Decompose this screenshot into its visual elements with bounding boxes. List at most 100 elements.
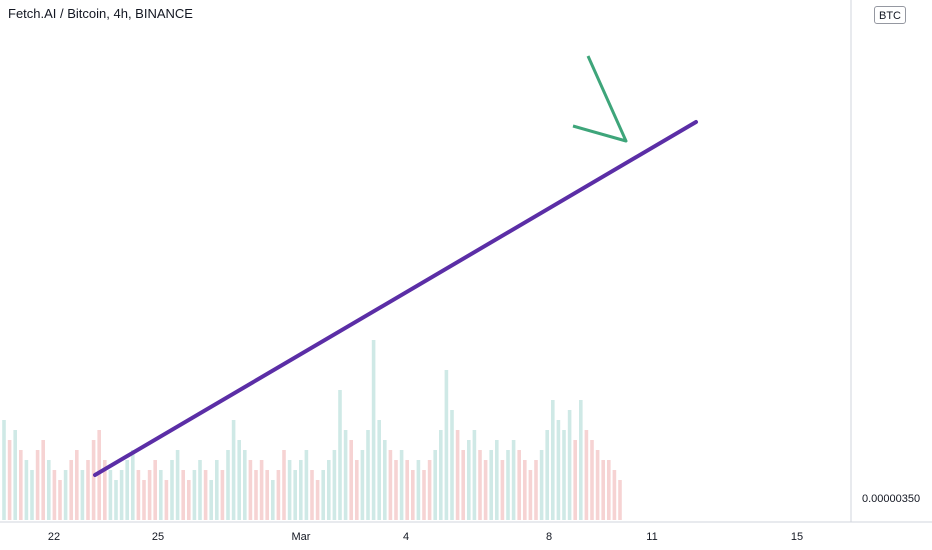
volume-bar bbox=[388, 450, 393, 520]
trendline bbox=[93, 120, 698, 477]
volume-bar bbox=[618, 480, 622, 520]
time-axis[interactable]: 22 25 Mar 4 8 11 15 bbox=[0, 521, 932, 543]
volume-bar bbox=[142, 480, 146, 520]
volume-bar bbox=[366, 430, 370, 520]
volume-bar bbox=[114, 480, 118, 520]
volume-bar bbox=[75, 450, 79, 520]
x-tick-label: 4 bbox=[403, 531, 409, 543]
volume-bar bbox=[450, 410, 454, 520]
volume-bar bbox=[131, 450, 135, 520]
volume-bar bbox=[97, 430, 101, 520]
volume-bar bbox=[545, 430, 549, 520]
volume-bar bbox=[299, 460, 303, 520]
volume-bar bbox=[192, 470, 197, 520]
volume-bar bbox=[276, 470, 281, 520]
volume-bar bbox=[119, 470, 124, 520]
y-tick-label: 0.00000350 bbox=[862, 493, 920, 505]
volume-bar bbox=[103, 460, 107, 520]
volume-bar bbox=[321, 470, 325, 520]
volume-bar bbox=[52, 470, 57, 520]
volume-bar bbox=[360, 450, 365, 520]
volume-bar bbox=[63, 470, 68, 520]
volume-bar bbox=[562, 430, 566, 520]
volume-bar bbox=[551, 400, 555, 520]
x-tick-label: 8 bbox=[546, 531, 552, 543]
volume-bar bbox=[248, 460, 253, 520]
volume-bar bbox=[215, 460, 219, 520]
volume-bar bbox=[399, 450, 404, 520]
volume-bar bbox=[528, 470, 533, 520]
volume-bar bbox=[489, 450, 493, 520]
volume-bar bbox=[612, 470, 617, 520]
volume-bar bbox=[153, 460, 157, 520]
volume-bar bbox=[539, 450, 544, 520]
x-tick-label: 15 bbox=[791, 531, 803, 543]
volume-bar bbox=[534, 460, 538, 520]
volume-bar bbox=[517, 450, 521, 520]
volume-bar bbox=[483, 460, 488, 520]
volume-bar bbox=[405, 460, 409, 520]
x-tick-label: 22 bbox=[48, 531, 60, 543]
volume-bar bbox=[91, 440, 96, 520]
volume-bar bbox=[80, 470, 85, 520]
volume-bar bbox=[478, 450, 482, 520]
volume-bar bbox=[567, 410, 572, 520]
volume-bar bbox=[19, 450, 23, 520]
volume-bar bbox=[237, 440, 241, 520]
volume-bar bbox=[271, 480, 275, 520]
volume-bar bbox=[506, 450, 510, 520]
volume-bar bbox=[58, 480, 62, 520]
volume-bar bbox=[203, 470, 208, 520]
volume-bar bbox=[243, 450, 247, 520]
volume-bar bbox=[13, 430, 17, 520]
volume-bar bbox=[511, 440, 516, 520]
volume-bar bbox=[220, 470, 225, 520]
volume-bar bbox=[187, 480, 191, 520]
volume-bar bbox=[282, 450, 286, 520]
volume-bar bbox=[254, 470, 258, 520]
volume-bar bbox=[293, 470, 297, 520]
volume-bar bbox=[125, 460, 129, 520]
volume-bar bbox=[338, 390, 342, 520]
volume-bar bbox=[601, 460, 605, 520]
volume-bar bbox=[327, 460, 331, 520]
volume-bar bbox=[556, 420, 561, 520]
volume-bar bbox=[287, 460, 292, 520]
volume-bar bbox=[310, 470, 314, 520]
volume-bar bbox=[198, 460, 202, 520]
volume-bar bbox=[355, 460, 359, 520]
volume-bar bbox=[315, 480, 320, 520]
volume-bar bbox=[472, 430, 477, 520]
volume-bar bbox=[377, 420, 381, 520]
volume-bar bbox=[41, 440, 45, 520]
volume-bar bbox=[2, 420, 6, 520]
volume-bar bbox=[304, 450, 309, 520]
volume-bar bbox=[136, 470, 141, 520]
triangle-pattern bbox=[572, 55, 628, 143]
volume-bar bbox=[159, 470, 163, 520]
volume-bar bbox=[467, 440, 471, 520]
drawings bbox=[93, 55, 698, 477]
volume-bar bbox=[30, 470, 34, 520]
volume-bar bbox=[47, 460, 51, 520]
volume-bar bbox=[226, 450, 230, 520]
volume-bar bbox=[523, 460, 527, 520]
volume-bar bbox=[444, 370, 449, 520]
volume-bar bbox=[259, 460, 264, 520]
volume-bar bbox=[175, 450, 180, 520]
price-axis[interactable]: 0.000003500.000004000.000004500.00000500… bbox=[850, 0, 924, 522]
volume-bar bbox=[209, 480, 213, 520]
volume-bar bbox=[461, 450, 465, 520]
volume-bar bbox=[433, 450, 437, 520]
volume-bar bbox=[231, 420, 236, 520]
x-tick-label: 25 bbox=[152, 531, 164, 543]
volume-bar bbox=[343, 430, 348, 520]
volume-bar bbox=[595, 450, 600, 520]
currency-badge[interactable]: BTC bbox=[874, 6, 906, 24]
volume-bar bbox=[181, 470, 185, 520]
volume-bar bbox=[607, 460, 611, 520]
volume-bar bbox=[170, 460, 174, 520]
volume-bar bbox=[371, 340, 376, 520]
